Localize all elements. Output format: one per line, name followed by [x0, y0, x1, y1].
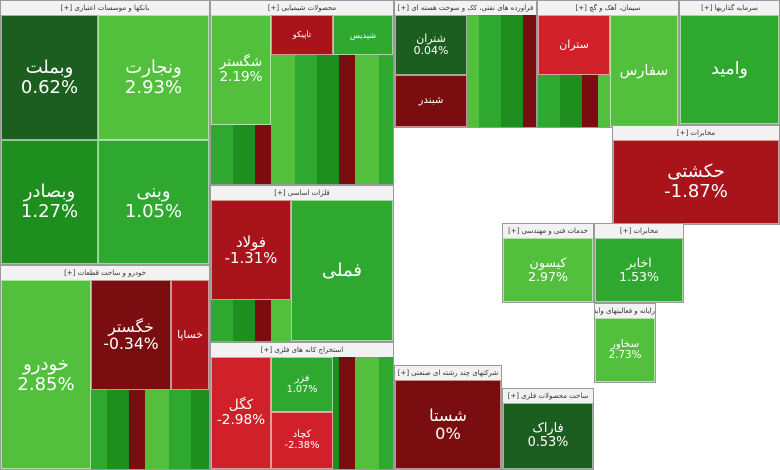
- stock-name: خساپا: [177, 328, 203, 342]
- stock-tile[interactable]: حکشتی -1.87%: [613, 140, 779, 224]
- stock-tile[interactable]: شگستر 2.19%: [211, 15, 271, 125]
- stock-change: 2.19%: [219, 69, 263, 85]
- stock-tile[interactable]: ونجارت 2.93%: [98, 15, 209, 140]
- stock-name: شپدیس: [349, 29, 377, 40]
- stock-name: سفارس: [619, 63, 669, 79]
- sector-label[interactable]: خدمات فنی و مهندسی [+]: [508, 227, 588, 235]
- sector-box[interactable]: سیمان، آهک و گچ [+] ستران سفارس: [537, 0, 679, 128]
- sector-box[interactable]: محصولات شیمیایی [+] شگستر 2.19% تاپیکو شپدیس: [210, 0, 394, 185]
- stock-name: اخابر: [626, 255, 652, 271]
- stock-change: -1.31%: [224, 249, 278, 267]
- stock-name: فولاد: [236, 232, 266, 251]
- stock-tile[interactable]: اخابر 1.53%: [595, 238, 683, 302]
- stock-tile[interactable]: کگل -2.98%: [211, 357, 271, 469]
- stock-tile[interactable]: شپدیس: [333, 15, 393, 55]
- stock-tile[interactable]: فزر 1.07%: [271, 357, 333, 412]
- sector-label[interactable]: رایانه و فعالیتهای وابسته [+]: [595, 307, 655, 315]
- stock-tile[interactable]: ستران: [538, 15, 610, 75]
- stock-name: خودرو: [23, 353, 69, 375]
- sector-box[interactable]: فلزات اساسی [+] فولاد -1.31% فملی: [210, 185, 394, 342]
- stock-change: 1.27%: [20, 201, 79, 222]
- sector-label[interactable]: مخابرات [+]: [619, 227, 659, 235]
- stock-change: -2.98%: [216, 412, 266, 428]
- stock-tile[interactable]: سخاور 2.73%: [595, 318, 655, 382]
- sector-label[interactable]: بانکها و موسسات اعتباری [+]: [60, 4, 150, 12]
- stock-tile[interactable]: خگستر -0.34%: [91, 280, 171, 390]
- stock-change: 0%: [435, 423, 461, 443]
- sector-label[interactable]: محصولات شیمیایی [+]: [267, 4, 337, 12]
- stock-tile[interactable]: سفارس: [610, 15, 678, 127]
- sector-box[interactable]: ساخت محصولات فلزی [+] فاراک 0.53%: [502, 388, 594, 470]
- stock-name: سخاور: [610, 337, 640, 350]
- sector-label[interactable]: مخابرات [+]: [676, 129, 716, 137]
- stock-name: حکشتی: [667, 161, 725, 183]
- stock-name: وبنی: [136, 181, 171, 203]
- stock-name: وبملت: [25, 56, 74, 78]
- stock-name: وامید: [711, 58, 748, 79]
- stock-name: فاراک: [532, 420, 564, 436]
- sector-label[interactable]: سرمایه گذاریها [+]: [701, 4, 758, 12]
- sector-box[interactable]: خودرو و ساخت قطعات [+] خودرو 2.85% خگستر -0.…: [0, 265, 210, 470]
- sector-box[interactable]: مخابرات [+] حکشتی -1.87%: [612, 125, 780, 225]
- stock-name: وبصادر: [23, 181, 76, 203]
- sector-box[interactable]: سرمایه گذاریها [+] وامید: [679, 0, 780, 125]
- sector-box[interactable]: شرکتهای چند رشته ای صنعتی [+] شستا 0%: [394, 365, 502, 470]
- stock-change: 1.53%: [619, 269, 659, 284]
- stock-tile[interactable]: شتران 0.04%: [395, 15, 467, 75]
- stock-tile[interactable]: شبندر: [395, 75, 467, 127]
- stock-change: -2.38%: [284, 439, 320, 451]
- stock-name: شتران: [416, 31, 446, 45]
- stock-name: ستران: [559, 37, 589, 51]
- stock-tile[interactable]: وبنی 1.05%: [98, 140, 209, 264]
- stock-tile[interactable]: وبصادر 1.27%: [1, 140, 98, 264]
- stock-name: شبندر: [418, 95, 444, 107]
- stock-change: 0.62%: [20, 76, 79, 98]
- stock-tile[interactable]: تاپیکو: [271, 15, 333, 55]
- stock-name: شستا: [429, 405, 467, 425]
- stock-change: -0.34%: [103, 334, 159, 353]
- sector-label[interactable]: فراورده های نفتی، کک و سوخت هسته ای [+]: [397, 4, 534, 12]
- sector-label[interactable]: استخراج کانه های فلزی [+]: [260, 346, 344, 354]
- sector-label[interactable]: شرکتهای چند رشته ای صنعتی [+]: [397, 369, 499, 377]
- stock-name: ونجارت: [125, 56, 182, 78]
- sector-box[interactable]: استخراج کانه های فلزی [+] کگل -2.98% فزر 1.0…: [210, 342, 394, 470]
- stock-tile[interactable]: کیسون 2.97%: [503, 238, 593, 302]
- sector-label[interactable]: فلزات اساسی [+]: [274, 189, 330, 197]
- stock-name: فملی: [322, 259, 362, 281]
- stock-change: 0.04%: [413, 44, 449, 57]
- stock-change: 0.53%: [527, 435, 569, 450]
- stock-change: 1.07%: [286, 383, 318, 395]
- stock-name: فزر: [294, 372, 310, 384]
- stock-tile[interactable]: فولاد -1.31%: [211, 200, 291, 300]
- sector-label[interactable]: خودرو و ساخت قطعات [+]: [64, 269, 146, 277]
- stock-change: 1.05%: [124, 201, 183, 222]
- stock-tile[interactable]: فملی: [291, 200, 393, 341]
- stock-name: کگل: [228, 396, 254, 413]
- stock-name: کچاد: [292, 428, 312, 440]
- stock-tile[interactable]: فاراک 0.53%: [503, 403, 593, 469]
- stock-tile[interactable]: وبملت 0.62%: [1, 15, 98, 140]
- sector-box[interactable]: خدمات فنی و مهندسی [+] کیسون 2.97%: [502, 223, 594, 303]
- stock-tile[interactable]: خساپا: [171, 280, 209, 390]
- stock-name: تاپیکو: [292, 29, 312, 40]
- sector-box[interactable]: فراورده های نفتی، کک و سوخت هسته ای [+] ش…: [394, 0, 537, 128]
- sector-box[interactable]: بانکها و موسسات اعتباری [+] وبملت 0.62% وبص…: [0, 0, 210, 265]
- stock-tile[interactable]: شستا 0%: [395, 380, 501, 469]
- stock-change: 2.93%: [124, 76, 183, 98]
- stock-change: 2.97%: [527, 269, 569, 284]
- sector-label[interactable]: سیمان، آهک و گچ [+]: [575, 4, 641, 12]
- sector-box[interactable]: مخابرات [+] اخابر 1.53%: [594, 223, 684, 303]
- stock-tile[interactable]: کچاد -2.38%: [271, 412, 333, 469]
- stock-name: خگستر: [108, 316, 154, 336]
- stock-tile[interactable]: وامید: [680, 15, 779, 124]
- stock-change: 2.73%: [608, 349, 642, 361]
- stock-name: کیسون: [529, 255, 567, 271]
- stock-tile[interactable]: خودرو 2.85%: [1, 280, 91, 469]
- stock-change: 2.85%: [17, 373, 75, 395]
- sector-label[interactable]: ساخت محصولات فلزی [+]: [507, 392, 589, 400]
- stock-name: شگستر: [219, 54, 263, 71]
- stock-change: -1.87%: [664, 181, 728, 202]
